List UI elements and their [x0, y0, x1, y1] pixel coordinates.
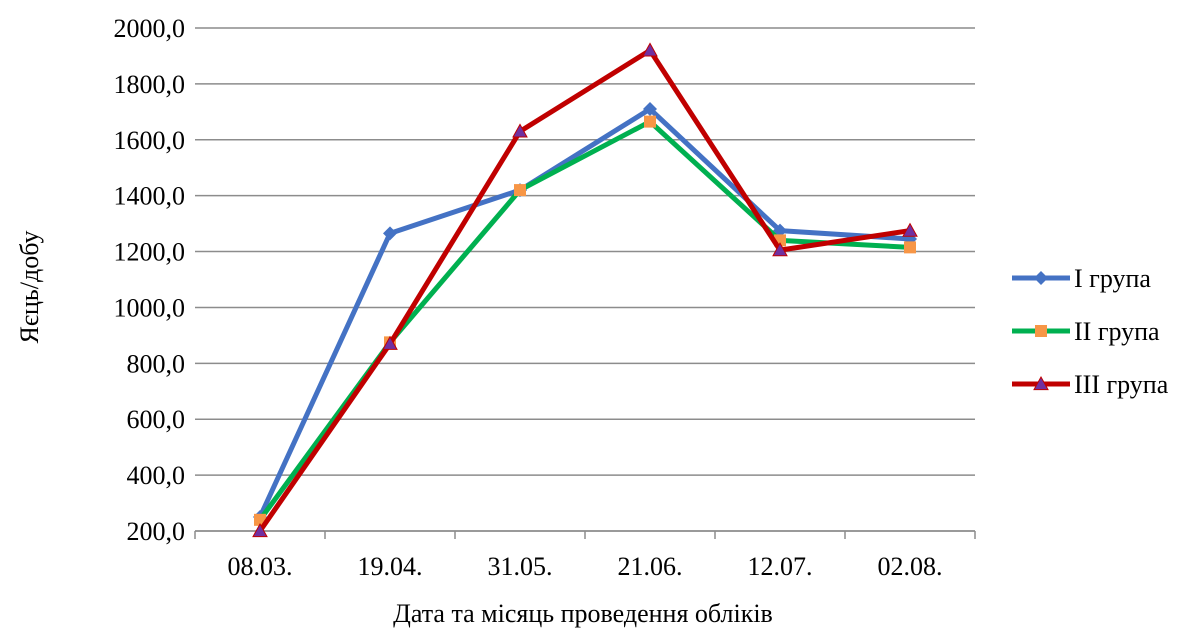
series-line [257, 47, 911, 533]
data-point [642, 42, 658, 57]
series-1 [253, 102, 917, 525]
x-tick-label: 02.08. [878, 552, 943, 581]
data-point [643, 102, 657, 117]
legend-label: III група [1074, 370, 1169, 399]
data-point [252, 522, 268, 538]
y-tick-label: 600,0 [127, 405, 186, 434]
x-tick-label: 31.05. [488, 552, 553, 581]
series-3 [252, 42, 918, 538]
axes: 200,0 400,0 600,0 800,0 1000,0 1200,0 1400,0 16… [114, 14, 976, 581]
data-point [512, 123, 528, 138]
legend-marker [1033, 375, 1049, 391]
y-tick-label: 1200,0 [114, 238, 186, 267]
legend-marker [1035, 325, 1047, 337]
y-tick-label: 1800,0 [114, 70, 186, 99]
y-tick-label: 400,0 [127, 461, 186, 490]
y-tick-label: 1600,0 [114, 126, 186, 155]
x-axis-title: Дата та місяць проведення обліків [393, 599, 773, 628]
data-point [644, 115, 656, 128]
series-2 [254, 115, 916, 526]
data-point [514, 184, 526, 197]
y-tick-label: 800,0 [127, 349, 186, 378]
legend-marker [1034, 271, 1048, 285]
y-axis-title: Яєць/добу [15, 231, 44, 344]
legend-label: II група [1074, 317, 1160, 346]
gridlines [195, 27, 975, 532]
series-line [257, 119, 911, 522]
data-point [904, 241, 916, 254]
data-point [383, 226, 397, 241]
data-point [772, 242, 788, 257]
legend-item: I група [1012, 264, 1151, 293]
y-tick-label: 2000,0 [114, 14, 186, 43]
data-point [902, 222, 918, 237]
series-line [257, 106, 911, 519]
legend-label: I група [1074, 264, 1151, 293]
data-point [382, 335, 398, 350]
y-tick-label: 1000,0 [114, 293, 186, 322]
x-tick-label: 12.07. [748, 552, 813, 581]
x-tick-label: 08.03. [228, 552, 293, 581]
legend-item: II група [1012, 317, 1160, 346]
x-tick-label: 19.04. [358, 552, 423, 581]
legend: I група II група III група [1012, 264, 1169, 399]
y-tick-label: 1400,0 [114, 182, 186, 211]
legend-item: III група [1012, 370, 1169, 399]
x-tick-label: 21.06. [618, 552, 683, 581]
series [252, 42, 918, 538]
y-tick-label: 200,0 [127, 517, 186, 546]
